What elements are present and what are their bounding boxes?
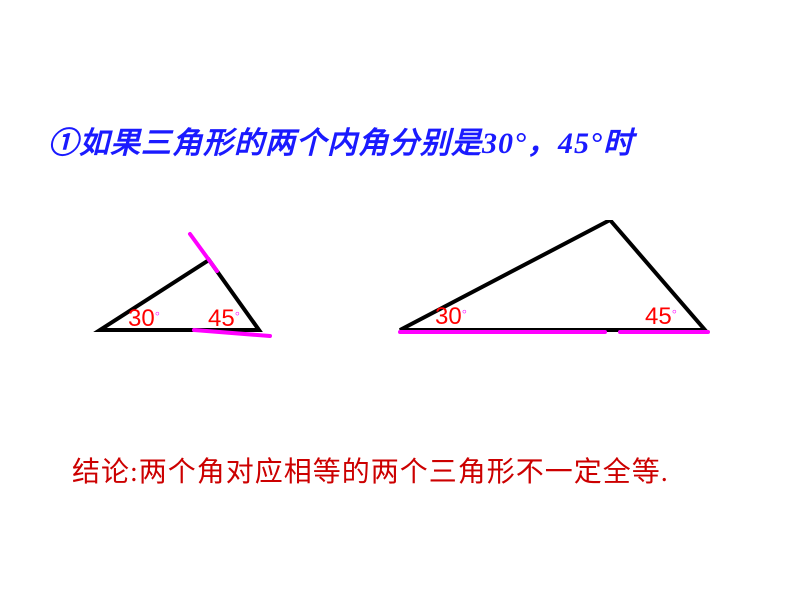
- conclusion-content: 结论:两个角对应相等的两个三角形不一定全等.: [72, 457, 669, 488]
- small-triangle: 30◦ 45◦: [100, 234, 270, 336]
- large-angle-45-label: 45◦: [645, 303, 677, 330]
- large-triangle: 30◦ 45◦: [400, 220, 708, 332]
- large-angle-30-label: 30◦: [435, 303, 467, 330]
- problem-title: ①如果三角形的两个内角分别是30°，45°时: [48, 118, 634, 162]
- conclusion-text: 结论:两个角对应相等的两个三角形不一定全等.: [72, 450, 669, 490]
- triangles-svg: 30◦ 45◦ 30◦ 45◦: [40, 220, 760, 380]
- small-angle-45-label: 45◦: [208, 305, 240, 332]
- small-angle-30-label: 30◦: [128, 305, 160, 332]
- triangles-diagram: 30◦ 45◦ 30◦ 45◦: [40, 220, 760, 380]
- title-text: ①如果三角形的两个内角分别是30°，45°时: [48, 127, 634, 160]
